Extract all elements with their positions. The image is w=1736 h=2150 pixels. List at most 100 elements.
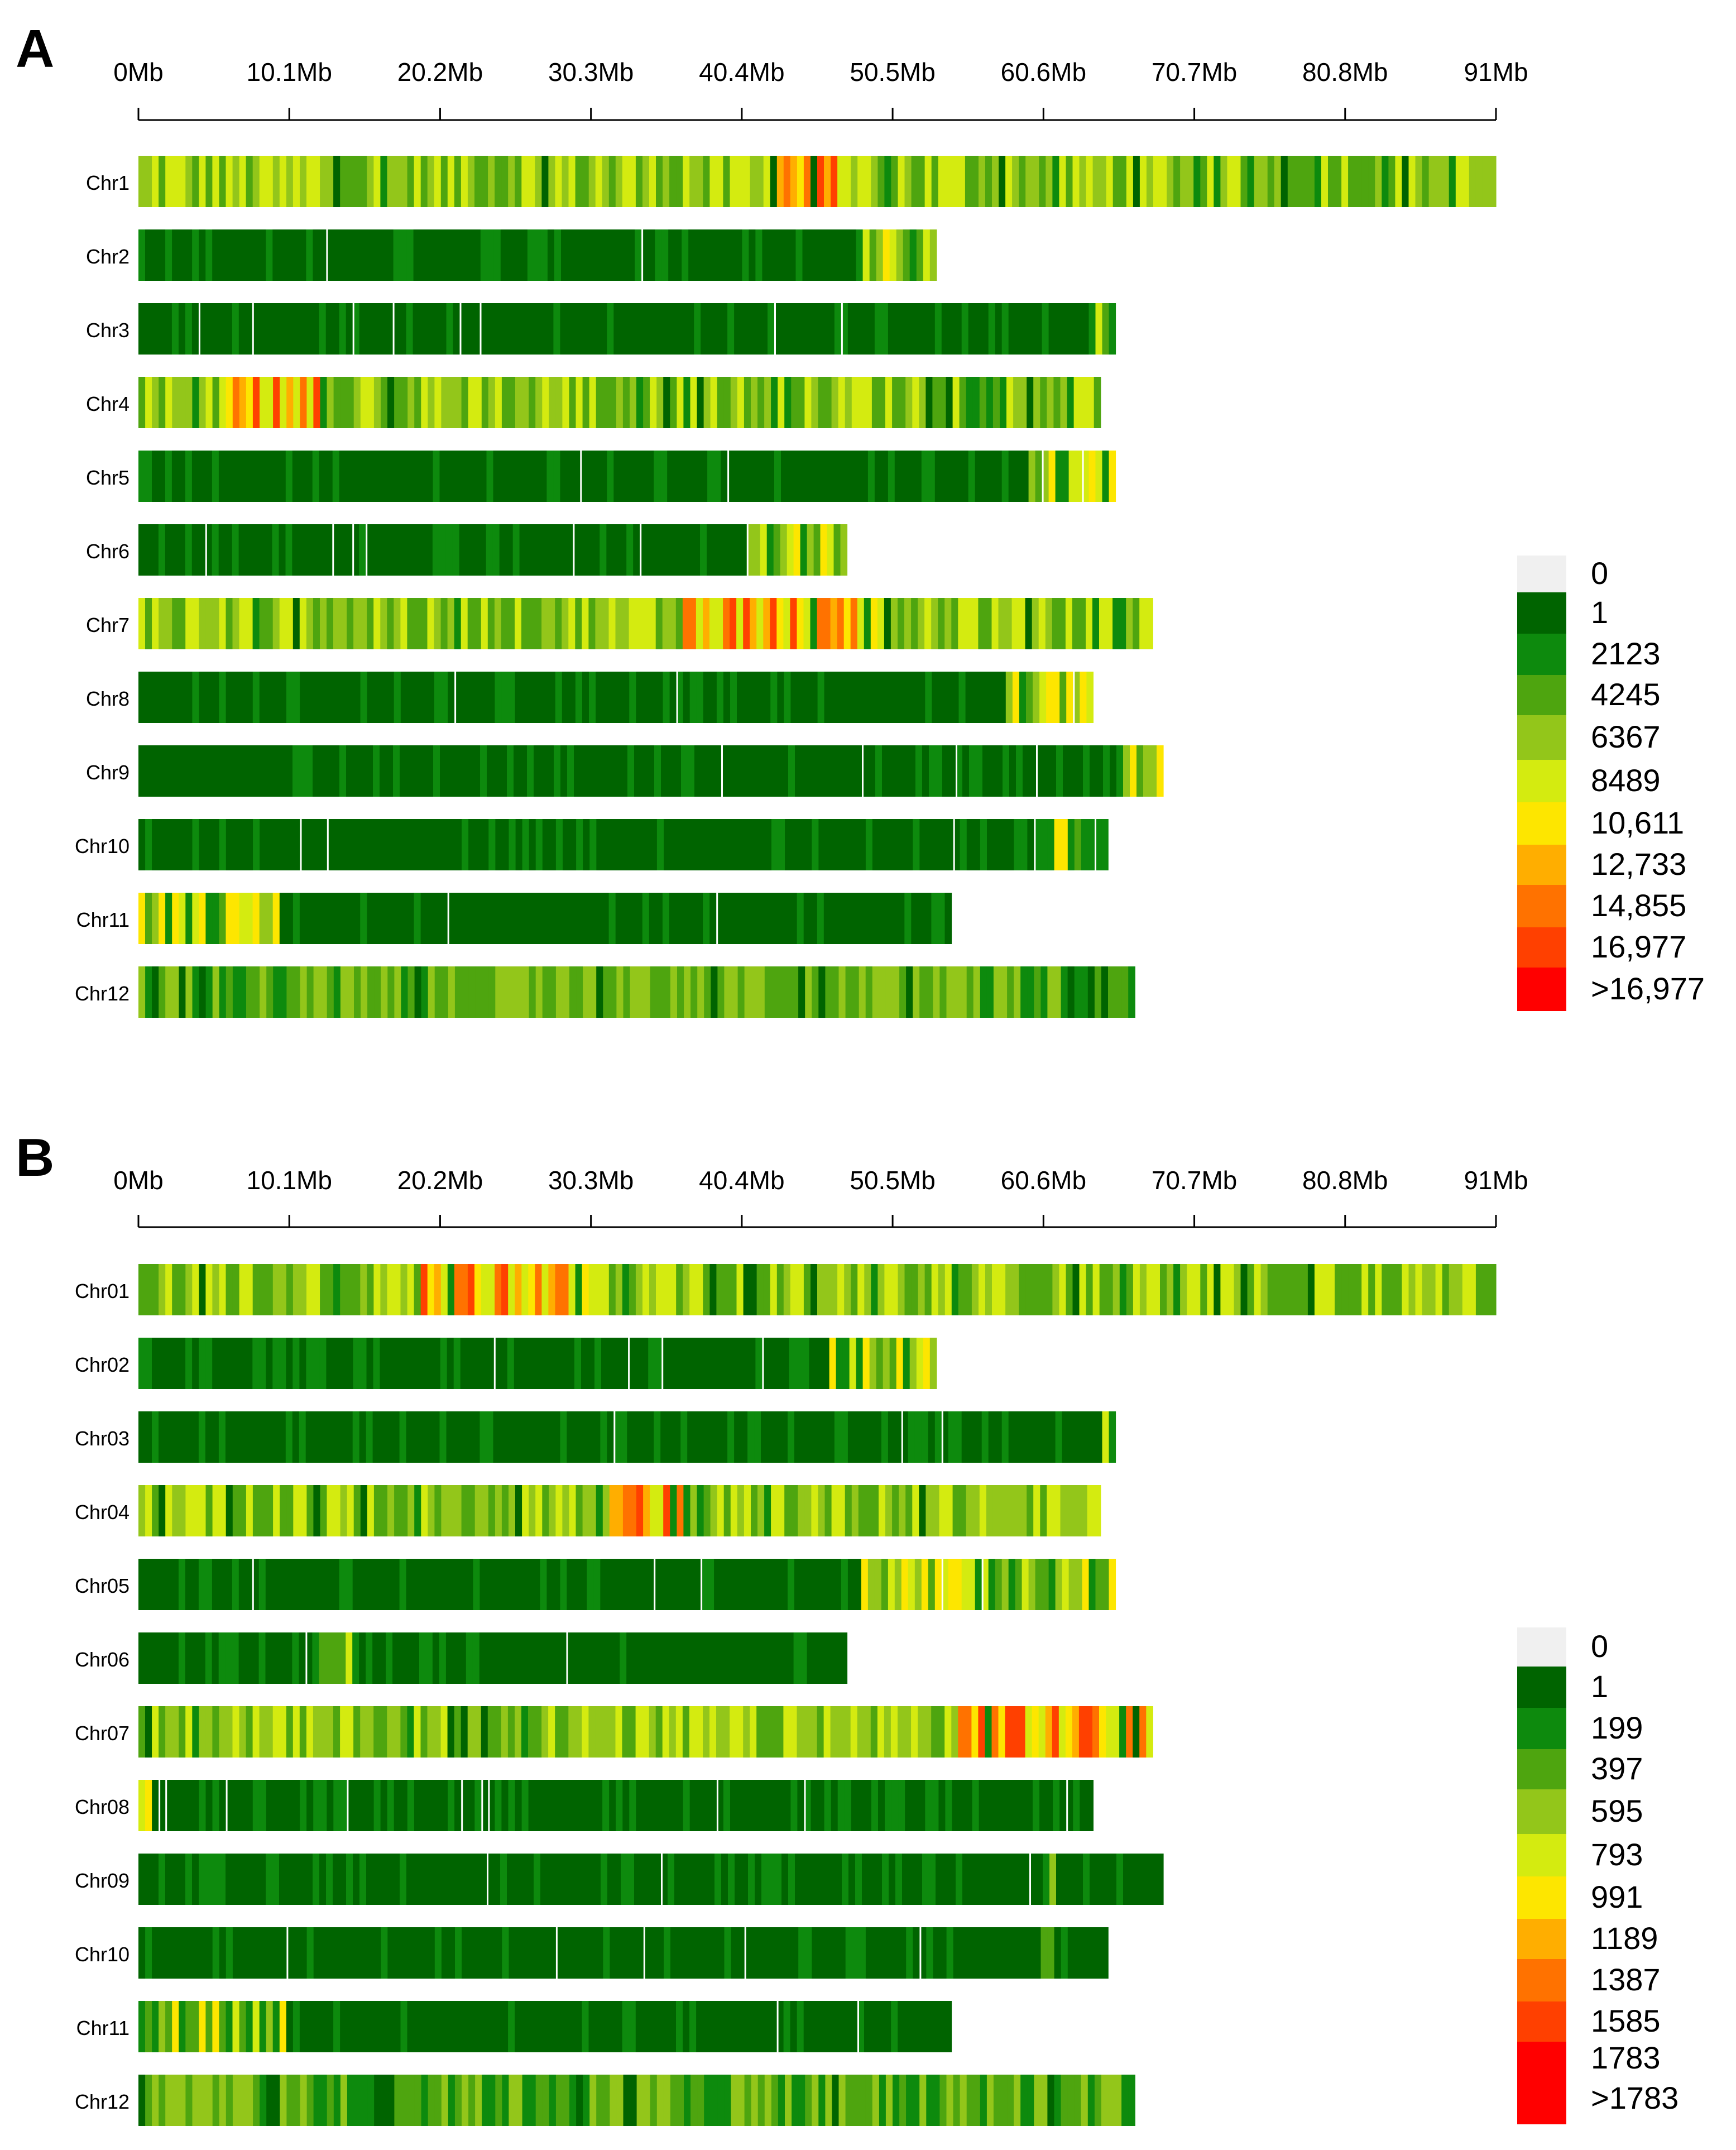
density-bin xyxy=(212,524,219,576)
gap-marker xyxy=(493,1338,496,1389)
density-bin xyxy=(1056,745,1063,797)
gap-marker xyxy=(479,303,482,355)
legend-swatch xyxy=(1517,1959,1566,2001)
density-bin xyxy=(1013,1485,1020,1536)
density-bin xyxy=(795,1338,803,1389)
density-bin xyxy=(138,598,146,649)
density-bin xyxy=(548,1706,555,1758)
density-bin xyxy=(883,229,890,281)
density-bin xyxy=(816,1338,823,1389)
density-bin xyxy=(560,1411,567,1463)
density-bin xyxy=(500,303,507,355)
density-bin xyxy=(985,1780,993,1831)
x-tick-label: 91Mb xyxy=(1464,1166,1528,1195)
density-bin xyxy=(769,229,776,281)
density-bin xyxy=(1075,451,1083,502)
density-bin xyxy=(165,156,172,207)
density-bin xyxy=(751,1485,758,1536)
density-bin xyxy=(885,1780,892,1831)
density-bin xyxy=(533,524,540,576)
density-bin xyxy=(172,1485,179,1536)
density-bin xyxy=(778,377,785,428)
density-bin xyxy=(756,893,764,944)
density-bin xyxy=(742,1338,749,1389)
density-bin xyxy=(346,524,353,576)
density-bin xyxy=(882,1854,889,1905)
density-bin xyxy=(347,1706,354,1758)
density-bin xyxy=(152,451,159,502)
density-bin xyxy=(859,966,866,1018)
density-bin xyxy=(380,1264,387,1315)
density-bin xyxy=(650,1485,657,1536)
density-bin xyxy=(1214,156,1221,207)
density-bin xyxy=(313,745,320,797)
density-bin xyxy=(515,966,523,1018)
density-bin xyxy=(159,1706,166,1758)
density-bin xyxy=(1092,598,1100,649)
legend-swatch xyxy=(1517,2001,1566,2042)
density-bin xyxy=(265,303,273,355)
density-bin xyxy=(306,1780,314,1831)
density-bin xyxy=(535,1927,543,1979)
density-bin xyxy=(1260,1264,1268,1315)
density-bin xyxy=(845,966,853,1018)
density-bin xyxy=(199,1264,206,1315)
density-bin xyxy=(152,2001,159,2052)
density-bin xyxy=(367,966,375,1018)
density-bin xyxy=(680,451,688,502)
density-bin xyxy=(272,1338,280,1389)
gap-marker xyxy=(555,1927,558,1979)
density-bin xyxy=(733,1632,741,1684)
x-tick-label: 50.5Mb xyxy=(850,58,935,87)
density-bin xyxy=(1102,1411,1110,1463)
density-bin xyxy=(1415,1264,1423,1315)
chromosome-label: Chr01 xyxy=(75,1280,130,1303)
density-bin xyxy=(764,1485,771,1536)
density-bin xyxy=(333,672,341,723)
gap-marker xyxy=(661,1338,664,1389)
density-bin xyxy=(714,303,721,355)
density-bin xyxy=(226,1264,233,1315)
density-bin xyxy=(1335,1264,1342,1315)
density-bin xyxy=(1355,156,1362,207)
density-bin xyxy=(1065,598,1073,649)
density-bin xyxy=(1150,1854,1157,1905)
density-bin xyxy=(881,1559,889,1610)
density-bin xyxy=(723,1485,731,1536)
density-bin xyxy=(852,819,860,870)
density-bin xyxy=(842,1338,850,1389)
density-bin xyxy=(199,1338,206,1389)
density-bin xyxy=(783,598,790,649)
density-bin xyxy=(593,524,600,576)
density-bin xyxy=(381,2075,388,2126)
density-bin xyxy=(707,1559,714,1610)
density-bin xyxy=(381,1485,388,1536)
density-bin xyxy=(648,1854,655,1905)
density-bin xyxy=(305,303,313,355)
density-bin xyxy=(454,1706,462,1758)
density-bin xyxy=(488,156,495,207)
density-bin xyxy=(1011,1706,1019,1758)
density-bin xyxy=(252,1411,260,1463)
gap-marker xyxy=(327,819,329,870)
density-bin xyxy=(1019,1780,1027,1831)
density-bin xyxy=(1442,156,1450,207)
gap-marker xyxy=(459,303,462,355)
density-bin xyxy=(386,451,394,502)
density-bin xyxy=(790,156,798,207)
density-bin xyxy=(1274,1264,1282,1315)
density-bin xyxy=(165,1264,172,1315)
density-bin xyxy=(870,598,878,649)
density-bin xyxy=(226,229,233,281)
density-bin xyxy=(279,1411,286,1463)
density-bin xyxy=(279,672,287,723)
density-bin xyxy=(780,524,788,576)
density-bin xyxy=(693,1632,701,1684)
density-bin xyxy=(509,819,516,870)
density-bin xyxy=(596,377,603,428)
density-bin xyxy=(593,1559,601,1610)
density-bin xyxy=(258,1632,266,1684)
density-bin xyxy=(643,1927,651,1979)
density-bin xyxy=(495,156,502,207)
density-bin xyxy=(1341,156,1349,207)
